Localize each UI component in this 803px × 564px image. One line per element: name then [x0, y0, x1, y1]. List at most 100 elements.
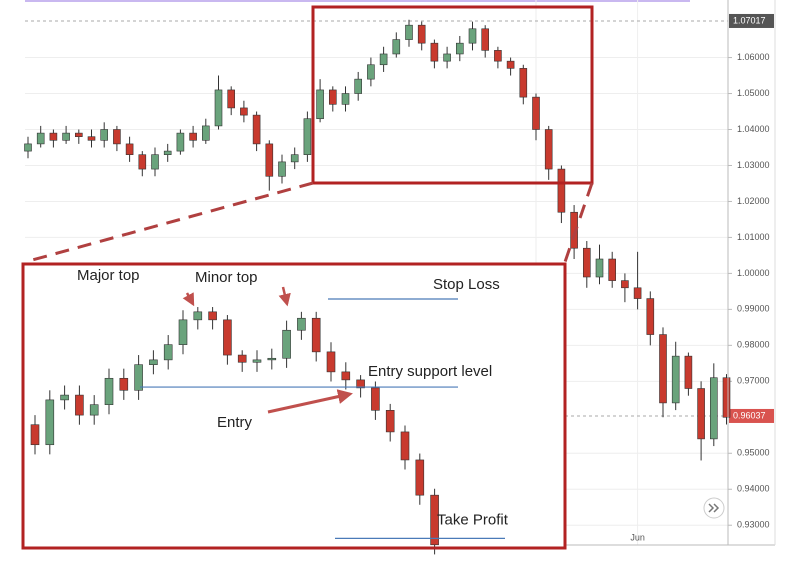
candle-body: [506, 60, 515, 69]
candle-body: [316, 89, 324, 120]
y-tick-label: 1.06000: [737, 52, 770, 62]
candle-body: [267, 357, 277, 361]
annotation: Entry: [217, 414, 253, 431]
candle-body: [176, 132, 185, 152]
candle-body: [311, 317, 321, 353]
candle-body: [326, 351, 336, 373]
candle-body: [240, 107, 248, 116]
candle-body: [87, 136, 96, 141]
candle-body: [89, 404, 99, 416]
candle-body: [684, 355, 693, 389]
candle-body: [709, 377, 718, 440]
y-tick-label: 0.99000: [737, 304, 770, 314]
candle-body: [60, 394, 69, 401]
highlight-box: [311, 5, 594, 185]
price-tag-label: 0.96037: [733, 410, 766, 420]
candle-body: [75, 394, 84, 416]
candle-body: [113, 129, 121, 145]
y-tick-label: 1.00000: [737, 268, 770, 278]
candle-body: [100, 129, 108, 141]
level-label: Stop Loss: [433, 276, 500, 293]
candle-body: [75, 132, 83, 137]
candle-body: [138, 154, 147, 170]
price-tag-label: 1.07017: [733, 15, 766, 25]
y-tick-label: 1.02000: [737, 196, 770, 206]
candle-body: [371, 387, 380, 411]
y-tick-label: 0.93000: [737, 520, 770, 530]
candle-body: [278, 161, 286, 177]
candle-body: [208, 311, 217, 321]
candle-body: [151, 154, 159, 170]
inset-chart: Stop Loss Entry support level Take Profit: [30, 276, 509, 555]
candle-body: [379, 53, 388, 66]
candle-body: [608, 258, 617, 281]
candle-body: [544, 129, 553, 170]
scroll-button[interactable]: [703, 497, 725, 519]
arrow: [182, 292, 195, 307]
candle-body: [125, 143, 134, 155]
y-tick-label: 0.94000: [737, 484, 770, 494]
y-tick-label: 1.03000: [737, 160, 770, 170]
candle-body: [223, 319, 232, 356]
candle-body: [45, 399, 55, 446]
candle-body: [570, 211, 578, 249]
candle-body: [722, 377, 731, 418]
candle-body: [290, 154, 299, 163]
candle-body: [697, 388, 705, 440]
candle-body: [659, 334, 667, 404]
candle-body: [328, 89, 337, 105]
candle-body: [163, 344, 173, 361]
candle-body: [532, 96, 540, 130]
candle-body: [237, 354, 247, 363]
candle-body: [252, 359, 262, 363]
candle-body: [633, 287, 642, 299]
candle-body: [265, 143, 274, 177]
annotation: Major top: [77, 267, 140, 284]
candle-body: [430, 42, 439, 62]
candle-body: [149, 359, 158, 365]
level-label: Take Profit: [437, 511, 509, 528]
inset-box: [21, 262, 567, 550]
arrow: [278, 286, 291, 307]
scroll-icon[interactable]: [708, 503, 720, 513]
candle-body: [481, 28, 490, 51]
price-tag: [729, 13, 774, 28]
y-tick-label: 1.01000: [737, 232, 770, 242]
level-label: Entry support level: [368, 363, 492, 380]
y-tick-label: 0.98000: [737, 340, 770, 350]
candle-body: [24, 143, 32, 152]
candle-body: [36, 132, 45, 145]
candle-body: [392, 39, 401, 55]
candle-body: [646, 298, 655, 335]
candle-body: [430, 494, 439, 546]
candle-body: [62, 132, 70, 141]
candle-body: [341, 93, 350, 105]
candle-body: [303, 118, 312, 155]
candle-body: [415, 459, 425, 496]
candle-body: [178, 319, 188, 345]
candle-body: [214, 89, 223, 127]
candle-body: [582, 247, 591, 278]
y-tick-label: 1.05000: [737, 88, 770, 98]
candle-body: [367, 64, 375, 80]
candle-body: [189, 132, 197, 141]
y-tick-label: 0.95000: [737, 448, 770, 458]
candle-body: [193, 311, 203, 321]
candle-body: [417, 24, 426, 44]
candle-body: [519, 68, 528, 98]
candle-body: [297, 317, 306, 331]
annotation: Minor top: [195, 269, 258, 286]
candle-body: [385, 410, 395, 433]
candle-body: [468, 28, 477, 44]
y-tick-label: 1.04000: [737, 124, 770, 134]
candle-body: [30, 424, 40, 446]
candle-body: [671, 355, 680, 404]
candle-body: [227, 89, 235, 109]
arrow: [267, 389, 353, 414]
candle-body: [163, 150, 172, 155]
candle-body: [405, 24, 413, 40]
candle-body: [595, 258, 604, 278]
candle-body: [252, 114, 261, 145]
zoom-connector: [563, 182, 594, 263]
